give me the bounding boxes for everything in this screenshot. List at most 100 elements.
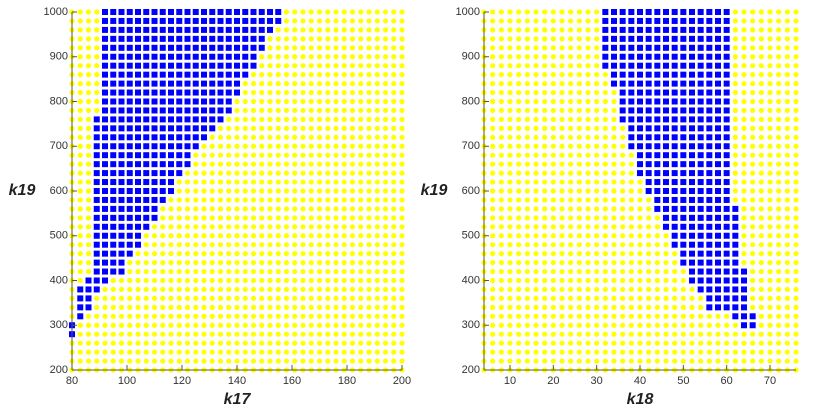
inside-point xyxy=(715,205,721,212)
outside-point xyxy=(209,215,215,221)
inside-point xyxy=(680,71,687,78)
outside-point xyxy=(576,340,582,346)
outside-point xyxy=(118,322,125,328)
outside-point xyxy=(637,349,643,355)
outside-point xyxy=(594,260,600,266)
outside-point xyxy=(793,260,799,266)
outside-point xyxy=(217,206,224,212)
outside-point xyxy=(250,89,257,96)
outside-point xyxy=(176,206,182,212)
outside-point xyxy=(767,152,773,158)
inside-point xyxy=(102,241,108,248)
outside-point xyxy=(333,233,339,239)
outside-point xyxy=(341,197,347,203)
inside-point xyxy=(143,53,150,60)
outside-point xyxy=(374,179,380,185)
outside-point xyxy=(559,340,565,346)
inside-point xyxy=(689,35,695,42)
outside-point xyxy=(490,260,496,266)
inside-point xyxy=(93,232,100,239)
outside-point xyxy=(594,143,600,149)
outside-point xyxy=(490,197,496,203)
outside-point xyxy=(151,322,158,328)
outside-point xyxy=(611,215,617,221)
outside-point xyxy=(585,322,591,328)
inside-point xyxy=(628,17,635,24)
outside-point xyxy=(741,107,747,114)
outside-point xyxy=(585,188,591,194)
inside-point xyxy=(151,143,158,150)
outside-point xyxy=(316,179,323,185)
inside-point xyxy=(663,9,669,15)
outside-point xyxy=(77,36,83,42)
outside-point xyxy=(366,36,372,42)
inside-point xyxy=(209,89,216,96)
inside-point xyxy=(706,152,713,159)
outside-point xyxy=(602,313,608,319)
outside-point xyxy=(300,125,306,131)
inside-point xyxy=(192,80,199,87)
outside-point xyxy=(226,304,232,310)
outside-point xyxy=(333,107,339,114)
inside-point xyxy=(126,134,133,141)
outside-point xyxy=(550,358,556,364)
inside-point xyxy=(135,134,141,141)
outside-point xyxy=(201,206,207,212)
outside-point xyxy=(259,89,265,96)
inside-point xyxy=(143,214,150,221)
outside-point xyxy=(300,251,306,257)
outside-point xyxy=(391,152,397,158)
outside-point xyxy=(168,340,174,346)
outside-point xyxy=(750,9,756,15)
outside-point xyxy=(611,107,617,114)
outside-point xyxy=(135,331,141,337)
inside-point xyxy=(135,89,141,96)
outside-point xyxy=(750,161,756,167)
outside-point xyxy=(316,215,323,221)
outside-point xyxy=(325,251,331,257)
outside-point xyxy=(308,54,314,60)
outside-point xyxy=(568,98,574,105)
outside-point xyxy=(292,331,298,337)
inside-point xyxy=(706,223,713,230)
outside-point xyxy=(275,179,281,185)
outside-point xyxy=(784,72,790,78)
inside-point xyxy=(680,9,687,15)
outside-point xyxy=(663,322,669,328)
outside-point xyxy=(654,295,660,301)
outside-point xyxy=(507,340,513,346)
outside-point xyxy=(259,215,265,221)
outside-point xyxy=(576,134,582,140)
inside-point xyxy=(637,116,643,123)
inside-point xyxy=(689,143,695,150)
inside-point xyxy=(732,223,739,230)
outside-point xyxy=(382,340,389,346)
outside-point xyxy=(374,197,380,203)
outside-point xyxy=(316,72,323,78)
inside-point xyxy=(663,44,669,51)
inside-point xyxy=(654,107,661,114)
outside-point xyxy=(646,242,652,248)
outside-point xyxy=(490,107,496,114)
outside-point xyxy=(689,349,695,355)
outside-point xyxy=(382,358,389,364)
inside-point xyxy=(93,161,100,168)
outside-point xyxy=(611,349,617,355)
inside-point xyxy=(680,89,687,96)
outside-point xyxy=(160,233,166,239)
inside-point xyxy=(689,277,695,284)
outside-point xyxy=(349,260,356,266)
inside-point xyxy=(697,223,704,230)
outside-point xyxy=(507,304,513,310)
outside-point xyxy=(550,134,556,140)
outside-point xyxy=(646,340,652,346)
outside-point xyxy=(333,197,339,203)
outside-point xyxy=(349,98,356,105)
outside-point xyxy=(784,358,790,364)
outside-point xyxy=(542,81,548,87)
outside-point xyxy=(758,340,764,346)
outside-point xyxy=(193,251,199,257)
outside-point xyxy=(193,340,199,346)
outside-point xyxy=(594,233,600,239)
